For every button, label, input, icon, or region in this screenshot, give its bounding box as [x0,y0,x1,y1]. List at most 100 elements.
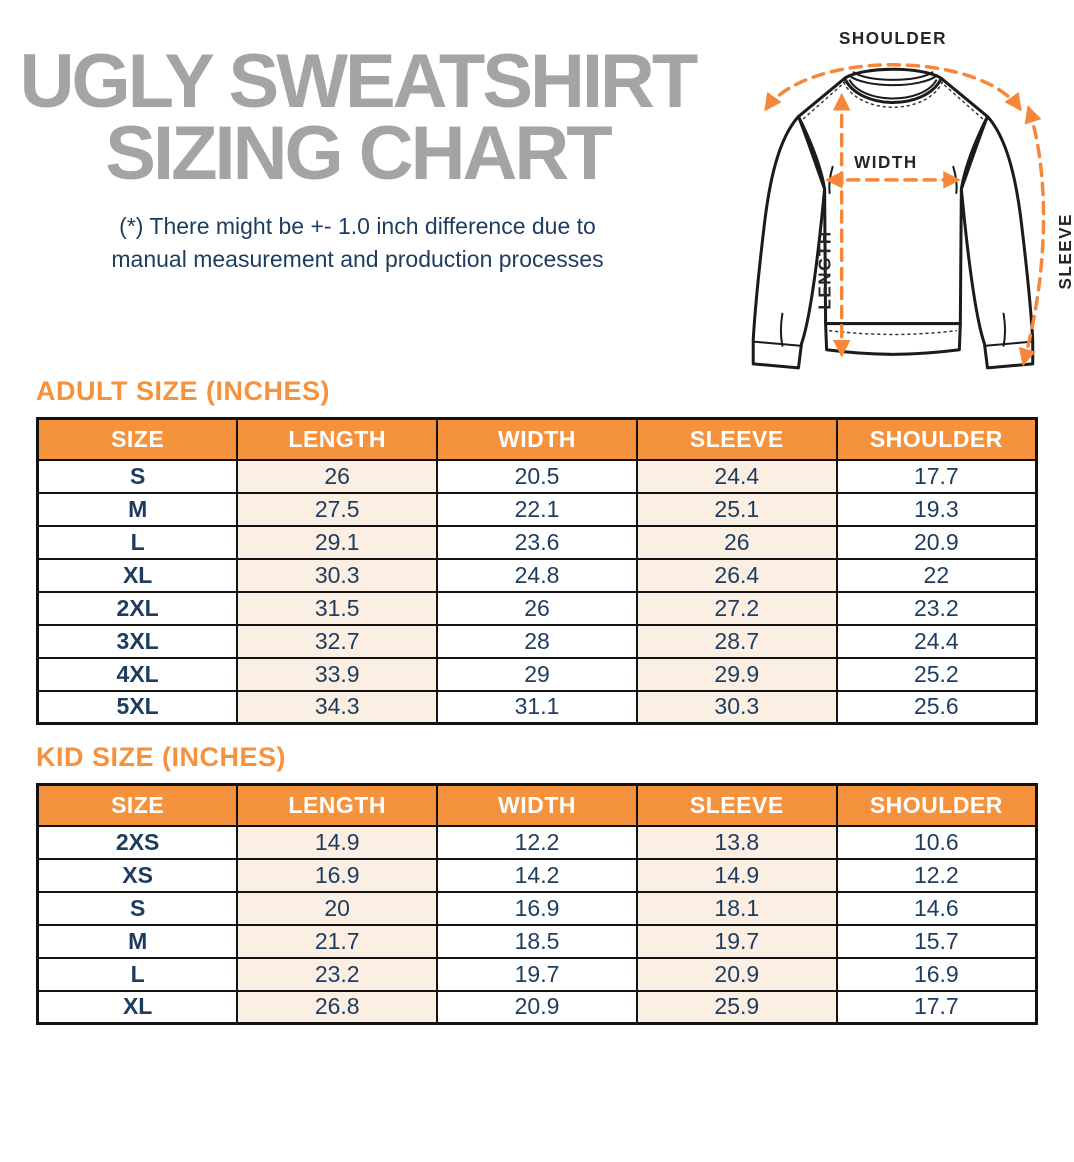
size-cell: XS [36,857,239,893]
right-sleeve-crease [1002,312,1007,347]
length-cell: 20 [236,890,439,926]
size-cell: M [36,491,239,527]
width-cell: 16.9 [436,890,638,926]
sweatshirt-diagram: SHOULDER WIDTH LENGTH SLEEVE [722,0,1074,372]
kid-header-row: SIZE LENGTH WIDTH SLEEVE SHOULDER [36,783,1038,827]
title-block: UGLY SWEATSHIRT SIZING CHART (*) There mi… [0,0,715,372]
column-header-sleeve: SLEEVE [635,783,838,827]
size-cell: 2XL [36,590,239,626]
sleeve-cell: 26 [635,524,838,560]
length-cell: 14.9 [236,824,439,860]
table-row: L 23.2 19.7 20.9 16.9 [36,956,1038,992]
width-cell: 23.6 [436,524,638,560]
measurement-note: (*) There might be +- 1.0 inch differenc… [0,210,715,275]
length-cell: 33.9 [236,656,439,692]
page-title-line1: UGLY SWEATSHIRT [19,39,699,124]
width-label: WIDTH [854,153,918,172]
size-cell: XL [36,989,239,1025]
table-row: XS 16.9 14.2 14.9 12.2 [36,857,1038,893]
adult-header-row: SIZE LENGTH WIDTH SLEEVE SHOULDER [36,417,1038,461]
length-cell: 21.7 [236,923,439,959]
shoulder-cell: 23.2 [835,590,1038,626]
width-cell: 12.2 [436,824,638,860]
column-header-width: WIDTH [436,783,638,827]
sleeve-cell: 27.2 [635,590,838,626]
width-cell: 24.8 [436,557,638,593]
adult-size-table: SIZE LENGTH WIDTH SLEEVE SHOULDER S 26 2… [36,417,1038,725]
page-title-line2: SIZING CHART [105,111,612,197]
table-row: S 26 20.5 24.4 17.7 [36,458,1038,494]
size-cell: 5XL [36,689,239,725]
width-cell: 19.7 [436,956,638,992]
size-cell: 4XL [36,656,239,692]
shoulder-cell: 20.9 [835,524,1038,560]
table-row: 3XL 32.7 28 28.7 24.4 [36,623,1038,659]
column-header-length: LENGTH [236,417,439,461]
sweatshirt-diagram-svg: SHOULDER WIDTH LENGTH SLEEVE [751,29,1074,370]
shoulder-cell: 14.6 [835,890,1038,926]
adult-size-section: ADULT SIZE (INCHES) SIZE LENGTH WIDTH SL… [0,376,1074,725]
size-cell: 2XS [36,824,239,860]
table-row: 4XL 33.9 29 29.9 25.2 [36,656,1038,692]
collar-rib-2 [847,74,939,87]
sleeve-cell: 14.9 [635,857,838,893]
table-row: 2XL 31.5 26 27.2 23.2 [36,590,1038,626]
header-section: UGLY SWEATSHIRT SIZING CHART (*) There mi… [0,0,1074,372]
sleeve-cell: 20.9 [635,956,838,992]
table-row: XL 30.3 24.8 26.4 22 [36,557,1038,593]
length-cell: 27.5 [236,491,439,527]
shoulder-cell: 19.3 [835,491,1038,527]
sleeve-cell: 13.8 [635,824,838,860]
page-title: UGLY SWEATSHIRT SIZING CHART [0,44,715,192]
sleeve-label: SLEEVE [1056,213,1074,289]
table-row: 2XS 14.9 12.2 13.8 10.6 [36,824,1038,860]
sleeve-cell: 28.7 [635,623,838,659]
length-cell: 31.5 [236,590,439,626]
length-cell: 30.3 [236,557,439,593]
width-cell: 26 [436,590,638,626]
length-cell: 34.3 [236,689,439,725]
sleeve-cell: 26.4 [635,557,838,593]
width-cell: 18.5 [436,923,638,959]
length-cell: 16.9 [236,857,439,893]
table-row: XL 26.8 20.9 25.9 17.7 [36,989,1038,1025]
table-row: L 29.1 23.6 26 20.9 [36,524,1038,560]
size-cell: L [36,524,239,560]
shoulder-cell: 16.9 [835,956,1038,992]
shoulder-cell: 17.7 [835,458,1038,494]
left-shoulder-seam [801,80,847,121]
table-row: M 27.5 22.1 25.1 19.3 [36,491,1038,527]
shoulder-cell: 15.7 [835,923,1038,959]
column-header-sleeve: SLEEVE [635,417,838,461]
measurement-note-line1: (*) There might be +- 1.0 inch differenc… [119,213,596,240]
table-row: M 21.7 18.5 19.7 15.7 [36,923,1038,959]
width-cell: 29 [436,656,638,692]
length-cell: 23.2 [236,956,439,992]
left-cuff-line [754,340,802,347]
sleeve-cell: 25.9 [635,989,838,1025]
sleeve-cell: 25.1 [635,491,838,527]
size-cell: S [36,458,239,494]
shoulder-label: SHOULDER [839,29,947,48]
hem-band [824,322,962,356]
size-cell: XL [36,557,239,593]
table-row: 5XL 34.3 31.1 30.3 25.6 [36,689,1038,725]
shoulder-cell: 24.4 [835,623,1038,659]
length-label: LENGTH [816,230,835,309]
column-header-size: SIZE [36,417,239,461]
size-cell: S [36,890,239,926]
sleeve-cell: 29.9 [635,656,838,692]
column-header-width: WIDTH [436,417,638,461]
kid-size-heading: KID SIZE (INCHES) [36,742,287,772]
shoulder-arrow [764,63,1022,112]
sleeve-cell: 30.3 [635,689,838,725]
length-cell: 32.7 [236,623,439,659]
length-cell: 29.1 [236,524,439,560]
size-cell: L [36,956,239,992]
width-cell: 20.9 [436,989,638,1025]
shoulder-cell: 22 [835,557,1038,593]
sleeve-cell: 18.1 [635,890,838,926]
sleeve-cell: 19.7 [635,923,838,959]
shoulder-cell: 10.6 [835,824,1038,860]
